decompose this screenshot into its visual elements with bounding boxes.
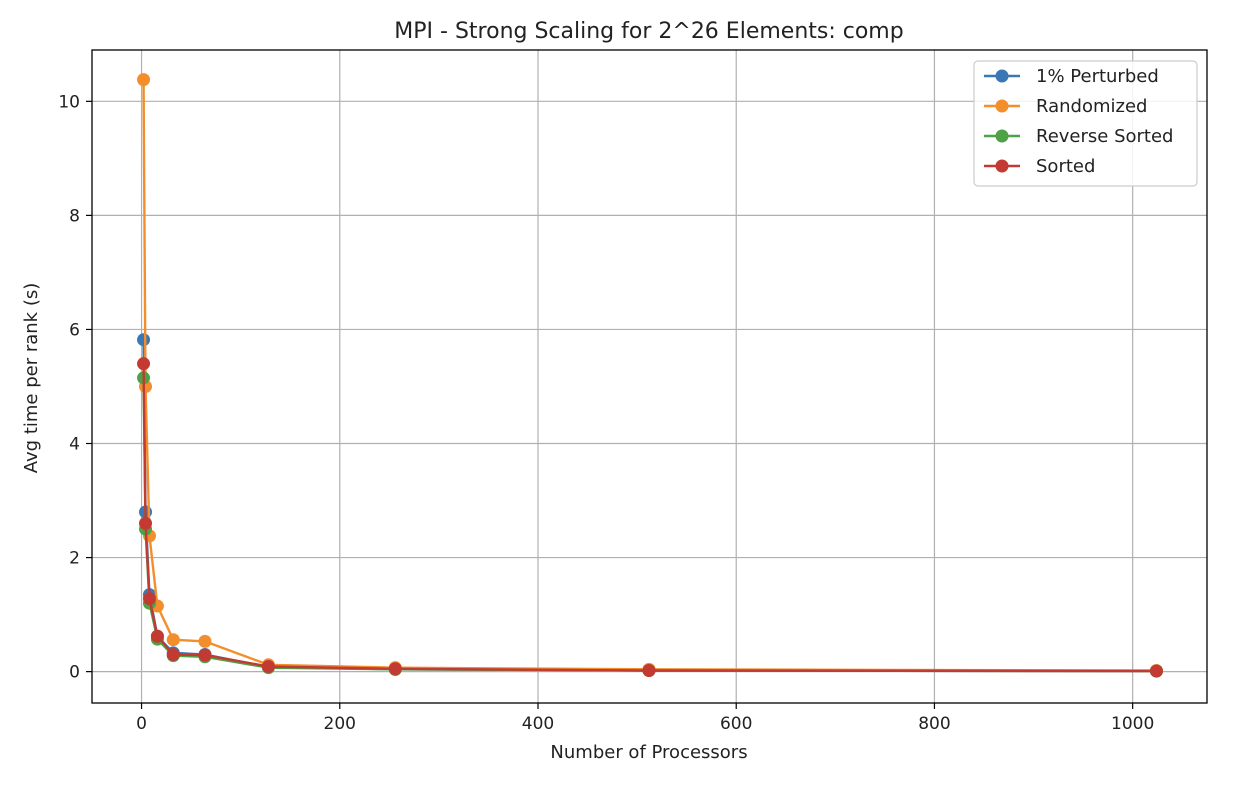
x-tick-label: 800	[918, 714, 950, 734]
data-point-sorted	[261, 660, 275, 674]
data-point-sorted	[142, 592, 156, 606]
data-point-sorted	[1149, 664, 1163, 678]
legend-label: Sorted	[1036, 156, 1095, 177]
series-line-sorted	[142, 363, 1157, 673]
data-point-1-perturbed	[137, 333, 151, 347]
y-axis-label: Avg time per rank (s)	[21, 283, 42, 473]
data-point-sorted	[388, 662, 402, 676]
legend-box	[973, 60, 1198, 187]
legend-marker	[995, 99, 1009, 113]
series-group	[137, 73, 1163, 678]
legend-label: Reverse Sorted	[1036, 126, 1173, 147]
x-axis-label: Number of Processors	[550, 742, 747, 763]
legend-label: Randomized	[1036, 96, 1147, 117]
data-point-sorted	[198, 648, 212, 662]
series-line-reverse-sorted	[142, 377, 1157, 673]
x-axis-ticks: 0 200 400 600 800 1000	[136, 703, 1154, 734]
x-tick-label: 200	[324, 714, 356, 734]
data-point-sorted	[166, 648, 180, 662]
series-sorted	[137, 357, 1163, 678]
y-tick-label: 8	[69, 206, 80, 226]
legend: 1% Perturbed Randomized Reverse Sorted Sort…	[973, 60, 1198, 187]
legend-item-1-perturbed: 1% Perturbed	[984, 66, 1159, 87]
y-tick-label: 6	[69, 320, 80, 340]
legend-item-randomized: Randomized	[984, 96, 1147, 117]
x-tick-label: 1000	[1111, 714, 1154, 734]
legend-marker	[995, 129, 1009, 143]
series-line-1-perturbed	[142, 339, 1157, 673]
data-point-randomized	[198, 634, 212, 648]
series-reverse-sorted	[137, 371, 1163, 678]
x-tick-label: 0	[136, 714, 147, 734]
plot-frame	[91, 49, 1208, 704]
data-point-sorted	[642, 663, 656, 677]
data-point-sorted	[139, 516, 153, 530]
data-point-randomized	[166, 633, 180, 647]
x-tick-label: 600	[720, 714, 752, 734]
y-tick-label: 10	[58, 92, 80, 112]
legend-label: 1% Perturbed	[1036, 66, 1159, 87]
data-point-randomized	[137, 73, 151, 87]
legend-marker	[995, 159, 1009, 173]
x-tick-label: 400	[522, 714, 554, 734]
y-tick-label: 0	[69, 663, 80, 683]
y-axis-ticks: 0 2 4 6 8 10	[58, 92, 92, 683]
y-tick-label: 4	[69, 435, 80, 455]
chart-title: MPI - Strong Scaling for 2^26 Elements: …	[394, 19, 903, 44]
data-point-sorted	[137, 357, 151, 371]
legend-marker	[995, 69, 1009, 83]
series-1-perturbed	[137, 333, 1163, 678]
legend-item-reverse-sorted: Reverse Sorted	[984, 126, 1173, 147]
legend-item-sorted: Sorted	[984, 156, 1095, 177]
data-point-sorted	[150, 629, 164, 643]
y-tick-label: 2	[69, 549, 80, 569]
